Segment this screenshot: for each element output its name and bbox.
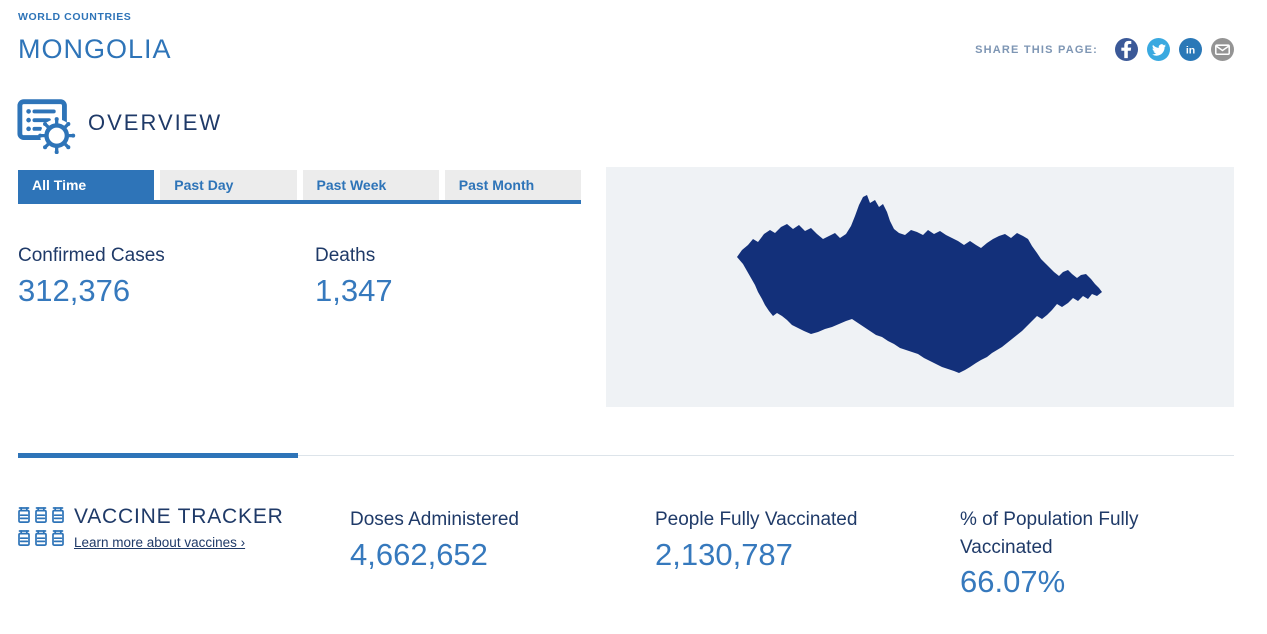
confirmed-cases-stat: Confirmed Cases 312,376 bbox=[18, 242, 165, 309]
confirmed-cases-value: 312,376 bbox=[18, 272, 131, 308]
doses-administered-stat: Doses Administered 4,662,652 bbox=[350, 506, 519, 573]
twitter-share-icon[interactable] bbox=[1147, 38, 1170, 61]
linkedin-share-icon[interactable]: in bbox=[1179, 38, 1202, 61]
deaths-stat: Deaths 1,347 bbox=[315, 242, 393, 309]
learn-more-vaccines-link[interactable]: Learn more about vaccines › bbox=[74, 535, 246, 550]
share-label: SHARE THIS PAGE: bbox=[975, 43, 1098, 56]
overview-heading: OVERVIEW bbox=[88, 110, 223, 135]
deaths-label: Deaths bbox=[315, 245, 376, 266]
tab-past-week[interactable]: Past Week bbox=[302, 170, 439, 200]
doses-administered-label: Doses Administered bbox=[350, 509, 519, 530]
doses-administered-value: 4,662,652 bbox=[350, 536, 488, 572]
email-share-icon[interactable] bbox=[1211, 38, 1234, 61]
percent-population-vaccinated-stat: % of Population Fully Vaccinated 66.07% bbox=[960, 506, 1188, 600]
percent-population-vaccinated-value: 66.07% bbox=[960, 564, 1066, 600]
tab-all-time[interactable]: All Time bbox=[18, 170, 155, 200]
percent-population-vaccinated-label: % of Population Fully Vaccinated bbox=[960, 509, 1139, 558]
twitter-icon bbox=[1151, 43, 1166, 56]
page-title: MONGOLIA bbox=[18, 34, 172, 64]
people-fully-vaccinated-value: 2,130,787 bbox=[655, 536, 793, 572]
tab-past-month[interactable]: Past Month bbox=[444, 170, 581, 200]
breadcrumb[interactable]: WORLD COUNTRIES bbox=[18, 11, 132, 23]
people-fully-vaccinated-stat: People Fully Vaccinated 2,130,787 bbox=[655, 506, 857, 573]
overview-clipboard-virus-icon bbox=[17, 99, 76, 154]
share-bar: SHARE THIS PAGE: in bbox=[975, 38, 1234, 61]
time-range-tabs: All Time Past Day Past Week Past Month bbox=[18, 170, 581, 204]
vaccine-tracker-heading: VACCINE TRACKER bbox=[74, 505, 284, 528]
country-map bbox=[606, 167, 1234, 407]
vaccine-vials-icon bbox=[18, 507, 64, 546]
facebook-share-icon[interactable] bbox=[1115, 38, 1138, 61]
people-fully-vaccinated-label: People Fully Vaccinated bbox=[655, 509, 858, 530]
confirmed-cases-label: Confirmed Cases bbox=[18, 245, 165, 266]
linkedin-icon: in bbox=[1186, 44, 1195, 56]
tab-past-day[interactable]: Past Day bbox=[160, 170, 297, 200]
deaths-value: 1,347 bbox=[315, 272, 393, 308]
envelope-icon bbox=[1215, 44, 1230, 56]
svg-text:in: in bbox=[1186, 44, 1195, 56]
section-divider-accent bbox=[18, 453, 298, 458]
facebook-icon bbox=[1121, 40, 1132, 59]
section-divider bbox=[18, 455, 1234, 456]
mongolia-map-shape bbox=[737, 195, 1102, 373]
